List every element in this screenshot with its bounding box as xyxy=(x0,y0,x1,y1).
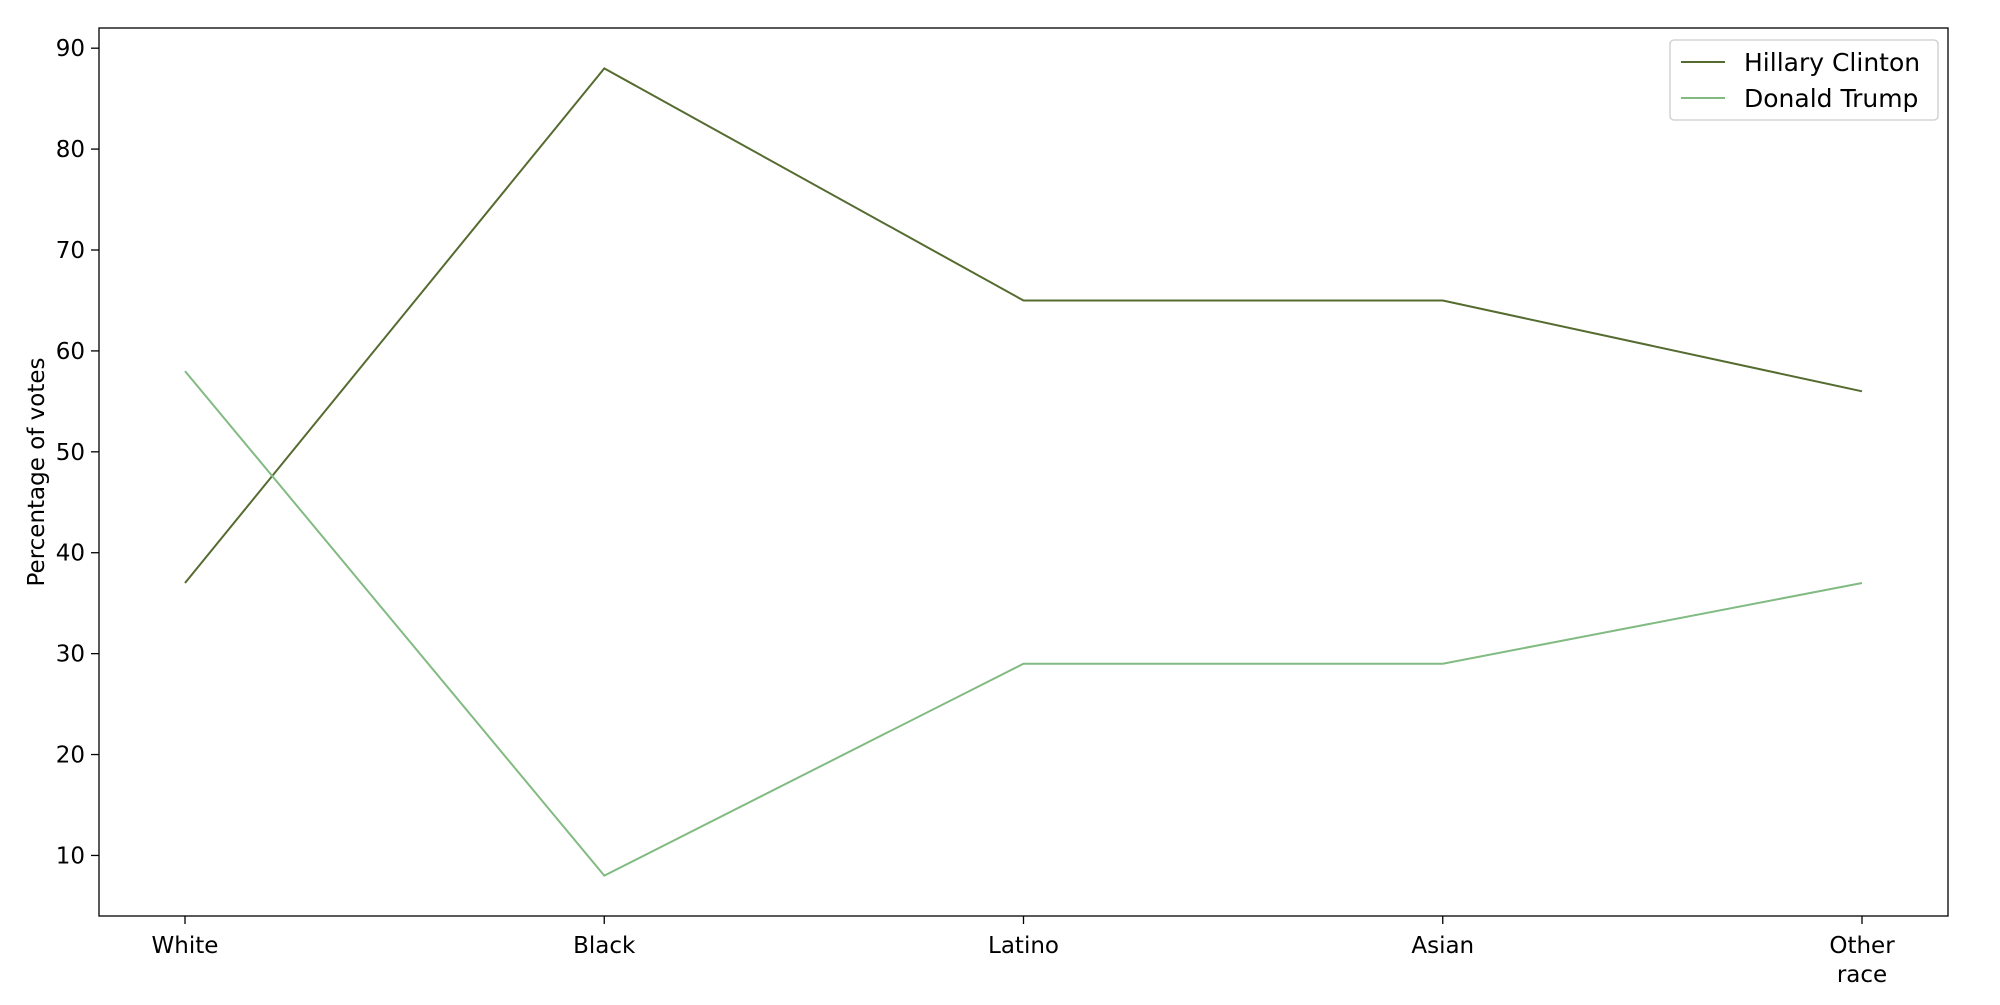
x-tick-label: Other race xyxy=(1829,933,1895,988)
y-tick-label: 30 xyxy=(56,642,85,668)
legend: Hillary Clinton Donald Trump xyxy=(1669,39,1939,121)
series-line-0 xyxy=(184,67,1863,584)
plot-frame xyxy=(98,27,1949,917)
y-tick-label: 20 xyxy=(56,743,85,769)
y-tick-label: 60 xyxy=(56,339,85,365)
legend-label-0: Hillary Clinton xyxy=(1744,48,1920,77)
y-tick-label: 40 xyxy=(56,541,85,567)
y-tick-label: 80 xyxy=(56,137,85,163)
series-line-1 xyxy=(184,370,1863,877)
y-tick-label: 90 xyxy=(56,36,85,62)
x-tick-label: Black xyxy=(573,933,636,959)
y-tick-label: 50 xyxy=(56,440,85,466)
y-axis-label: Percentage of votes xyxy=(24,357,50,586)
legend-label-1: Donald Trump xyxy=(1744,84,1918,113)
x-tick-label: Asian xyxy=(1411,933,1474,959)
y-tick-label: 70 xyxy=(56,238,85,264)
x-tick-label: Latino xyxy=(988,933,1059,959)
x-tick-label: White xyxy=(152,933,219,959)
y-tick-label: 10 xyxy=(56,843,85,869)
legend-box xyxy=(1669,39,1939,121)
